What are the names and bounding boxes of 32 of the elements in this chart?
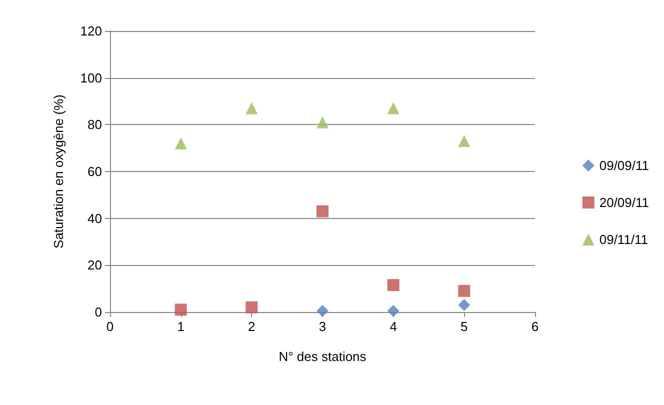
x-tick-label: 1 — [177, 319, 184, 334]
x-tick-label: 6 — [531, 319, 539, 334]
point — [316, 116, 328, 128]
point — [174, 304, 187, 316]
y-tick-label: 120 — [80, 24, 102, 38]
x-tick-label: 4 — [390, 319, 397, 334]
y-axis-title: Saturation en oxygène (%) — [51, 94, 66, 248]
point — [387, 102, 400, 114]
y-tick-label: 60 — [88, 164, 102, 179]
point — [246, 301, 258, 314]
legend-label: 20/09/11 — [599, 195, 649, 210]
x-axis-title: N° des stations — [278, 349, 367, 364]
y-tick-label: 80 — [88, 117, 102, 132]
x-tick-label: 5 — [460, 319, 468, 334]
y-tick-label: 40 — [88, 210, 102, 226]
y-tick-label: 0 — [94, 304, 102, 320]
point — [458, 284, 470, 297]
legend-label: 09/11/11 — [599, 232, 648, 247]
point — [458, 298, 470, 311]
point — [387, 279, 400, 292]
point — [174, 137, 187, 150]
point — [316, 205, 328, 218]
y-tick-label: 20 — [88, 258, 102, 273]
point — [458, 135, 470, 148]
point — [246, 102, 258, 114]
y-tick-label: 100 — [80, 70, 102, 86]
point — [316, 304, 328, 317]
x-tick-label: 0 — [106, 319, 114, 334]
x-tick-label: 2 — [248, 319, 256, 334]
x-tick-label: 3 — [318, 319, 326, 334]
legend-label: 09/09/11 — [599, 158, 649, 173]
point — [387, 304, 400, 317]
